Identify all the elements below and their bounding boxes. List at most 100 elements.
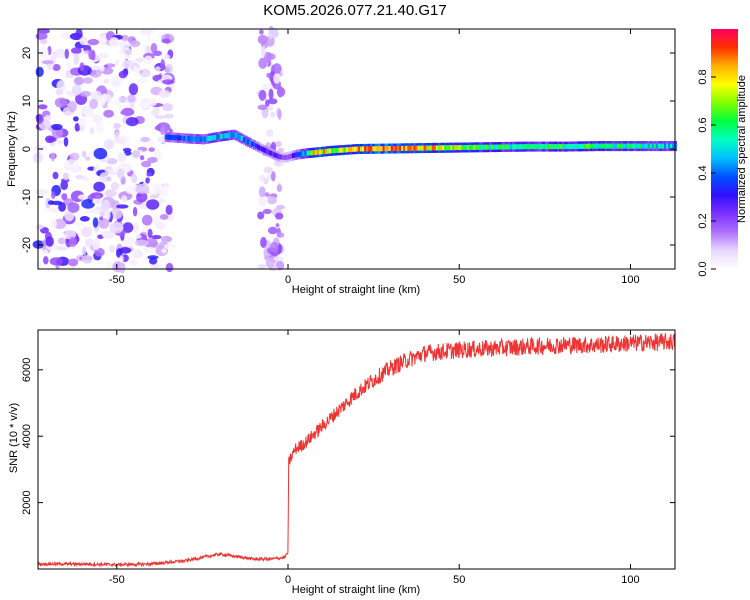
noise-blob bbox=[152, 105, 160, 118]
signal-core bbox=[392, 146, 396, 151]
noise-blob bbox=[265, 257, 275, 269]
signal-core bbox=[653, 143, 657, 149]
noise-blob bbox=[51, 127, 64, 139]
colorbar-tick-label: 0.0 bbox=[697, 261, 709, 276]
noise-blob bbox=[109, 37, 120, 49]
signal-core bbox=[524, 144, 527, 150]
signal-core bbox=[177, 135, 180, 141]
signal-core bbox=[423, 145, 427, 151]
noise-blob bbox=[146, 172, 153, 177]
noise-blob bbox=[35, 66, 44, 77]
signal-core bbox=[659, 143, 663, 149]
noise-blob bbox=[135, 234, 142, 239]
signal-core bbox=[226, 133, 230, 139]
signal-core bbox=[269, 150, 273, 156]
snr-xlabel: Height of straight line (km) bbox=[292, 584, 420, 596]
noise-blob bbox=[78, 117, 87, 127]
noise-blob bbox=[58, 202, 66, 212]
signal-core bbox=[608, 143, 612, 149]
signal-core bbox=[551, 144, 554, 150]
colorbar-ticks: 0.0 0.2 0.4 0.6 0.8 bbox=[697, 69, 716, 277]
signal-core bbox=[304, 150, 308, 156]
signal-core bbox=[456, 145, 460, 151]
noise-blob bbox=[260, 236, 267, 248]
noise-blob bbox=[52, 171, 59, 180]
noise-blob bbox=[79, 91, 92, 97]
signal-core bbox=[357, 146, 361, 152]
signal-core bbox=[384, 146, 388, 152]
signal-core bbox=[538, 144, 542, 150]
spectrogram-xtick-label: 100 bbox=[621, 274, 639, 286]
noise-blob bbox=[115, 59, 119, 66]
noise-blob bbox=[271, 63, 282, 74]
noise-blob bbox=[73, 76, 85, 86]
signal-core bbox=[401, 145, 404, 151]
signal-core bbox=[372, 146, 375, 152]
signal-core bbox=[333, 148, 336, 154]
signal-core bbox=[446, 145, 449, 151]
noise-blob bbox=[49, 257, 63, 266]
noise-blob bbox=[161, 38, 171, 44]
signal-core bbox=[394, 146, 398, 151]
noise-blob bbox=[138, 77, 147, 84]
noise-blob bbox=[93, 147, 108, 160]
signal-core bbox=[286, 154, 289, 160]
noise-blob bbox=[276, 204, 285, 210]
signal-core bbox=[629, 143, 632, 149]
signal-core bbox=[577, 143, 581, 149]
colorbar: 0.0 0.2 0.4 0.6 0.8 Normalized spectral ampl… bbox=[697, 29, 748, 277]
signal-core bbox=[267, 149, 271, 155]
signal-core bbox=[374, 146, 377, 152]
signal-core bbox=[407, 145, 410, 151]
signal-core bbox=[421, 145, 425, 151]
noise-blob bbox=[139, 155, 145, 161]
signal-core bbox=[259, 145, 262, 151]
signal-core bbox=[499, 144, 503, 150]
noise-blob bbox=[257, 34, 268, 45]
spectrogram-panel: -50 0 50 100 -20 -10 0 10 20 Height of straight … bbox=[6, 26, 677, 296]
signal-core bbox=[179, 135, 182, 141]
signal-core bbox=[666, 143, 669, 149]
noise-blob bbox=[83, 44, 92, 53]
signal-core bbox=[364, 146, 367, 152]
noise-blob bbox=[266, 72, 272, 78]
noise-blob bbox=[89, 98, 98, 110]
signal-core bbox=[249, 140, 252, 146]
signal-core bbox=[637, 143, 640, 149]
snr-ytick-label: 2000 bbox=[21, 490, 33, 514]
noise-blob bbox=[57, 237, 66, 245]
noise-blob bbox=[83, 77, 93, 84]
noise-blob bbox=[145, 45, 151, 54]
signal-core bbox=[662, 143, 665, 149]
signal-core bbox=[308, 150, 312, 156]
signal-core bbox=[257, 144, 260, 150]
noise-blob bbox=[163, 54, 171, 60]
signal-core bbox=[512, 144, 515, 150]
noise-blob bbox=[93, 181, 106, 192]
signal-core bbox=[536, 144, 540, 150]
signal-core bbox=[460, 145, 464, 150]
noise-blob bbox=[150, 43, 158, 54]
noise-blob bbox=[147, 255, 159, 260]
noise-blob bbox=[67, 202, 80, 213]
noise-blob bbox=[100, 96, 106, 106]
noise-blob bbox=[56, 246, 68, 251]
signal-core bbox=[489, 144, 493, 150]
noise-blob bbox=[262, 208, 272, 215]
spectrogram-axes: -50 0 50 100 -20 -10 0 10 20 bbox=[21, 29, 675, 286]
noise-blob bbox=[109, 208, 123, 220]
signal-core bbox=[195, 136, 199, 142]
signal-core bbox=[300, 151, 303, 157]
signal-core bbox=[327, 148, 330, 154]
noise-blob bbox=[92, 208, 100, 214]
signal-core bbox=[670, 143, 673, 149]
noise-blob bbox=[135, 183, 150, 194]
noise-blob bbox=[73, 53, 80, 66]
noise-blob bbox=[148, 147, 155, 152]
signal-core bbox=[386, 146, 390, 152]
noise-blob bbox=[37, 104, 48, 110]
signal-core bbox=[396, 145, 400, 151]
spectrogram-xlabel: Height of straight line (km) bbox=[292, 284, 420, 296]
colorbar-tick-label: 0.6 bbox=[697, 117, 709, 132]
signal-core bbox=[614, 143, 618, 149]
